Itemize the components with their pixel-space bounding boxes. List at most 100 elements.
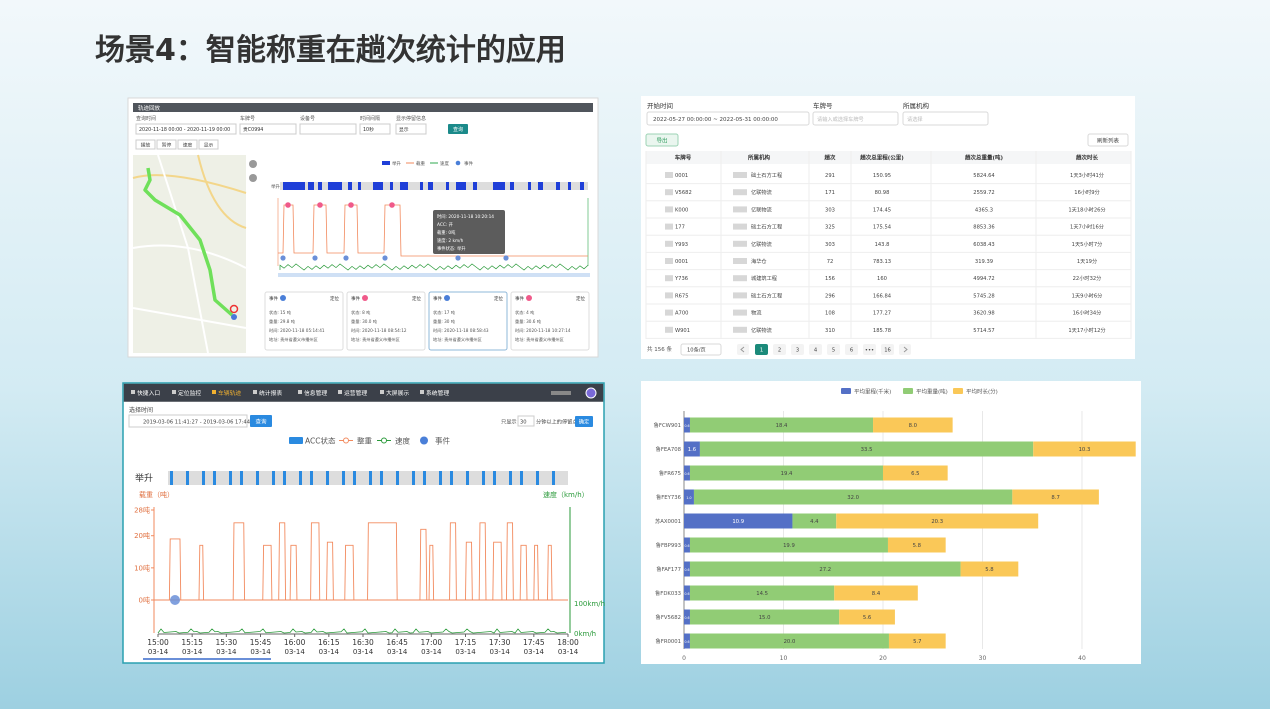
load-pulse	[478, 522, 487, 601]
data-label: 14.5	[756, 591, 768, 597]
acc-bar	[240, 471, 243, 485]
toolbar-button[interactable]	[135, 139, 156, 150]
nav-item[interactable]: 大屏展示	[386, 389, 409, 397]
map-marker-end	[229, 304, 239, 314]
page-button[interactable]	[755, 344, 768, 355]
table-cell: 310	[825, 328, 835, 334]
lift-bar	[456, 182, 466, 190]
scroll-bar	[143, 658, 271, 660]
y-tick-label: 10吨	[134, 563, 150, 572]
input-box	[128, 414, 248, 428]
tooltip-line: 载重: 0吨	[437, 229, 456, 236]
lift-bar	[328, 182, 342, 190]
data-label: 20.0	[784, 639, 796, 645]
load-pulse	[367, 522, 398, 601]
query-button[interactable]	[448, 124, 468, 134]
page-next[interactable]	[899, 344, 911, 355]
masked-text	[733, 172, 747, 178]
x-tick-date: 03-14	[421, 648, 442, 656]
lift-bar	[528, 182, 531, 190]
x-tick-label: 17:15	[455, 638, 477, 647]
card-line: 重量: 30 吨	[433, 318, 456, 325]
masked-text	[733, 275, 747, 282]
page-button[interactable]	[791, 344, 804, 355]
bar-segment	[684, 513, 793, 529]
nav-bar	[123, 383, 604, 402]
nav-item[interactable]: 系统管理	[426, 389, 449, 397]
table-cell: 80.98	[875, 190, 890, 196]
button-label: 确定	[579, 418, 589, 426]
x-tick-date: 03-14	[558, 648, 579, 656]
table-cell: 4365.3	[975, 207, 993, 213]
masked-text	[665, 292, 673, 299]
nav-item[interactable]: 统计报表	[259, 389, 282, 397]
masked-text	[665, 206, 673, 213]
query-button[interactable]	[250, 415, 272, 427]
card-line: 状态: 4 吨	[515, 309, 535, 316]
toolbar-button[interactable]	[198, 139, 219, 150]
filter-label: 时间间隔	[360, 115, 380, 122]
masked-text	[665, 309, 673, 316]
bar-segment	[684, 441, 700, 457]
lift-bar	[510, 182, 514, 190]
page-button[interactable]	[827, 344, 840, 355]
toolbar-button[interactable]	[177, 139, 198, 150]
y-tick-label: 鲁FV5682	[656, 613, 681, 621]
event-card	[428, 291, 508, 351]
input-box	[135, 123, 237, 135]
y-tick-label: 28吨	[134, 506, 150, 515]
card-title: 事件	[269, 295, 278, 302]
bar-segment	[834, 585, 918, 601]
nav-item[interactable]: 定位监控	[178, 389, 201, 397]
page-button[interactable]	[863, 344, 876, 355]
export-button[interactable]	[645, 133, 679, 147]
bar-segment	[960, 561, 1019, 577]
page-prev[interactable]	[737, 344, 749, 355]
load-pulse	[465, 541, 473, 601]
nav-item[interactable]: 信息管理	[304, 389, 327, 397]
table-cell: 291	[825, 173, 835, 179]
data-label: 5.8	[985, 567, 994, 573]
page-label: 3	[796, 348, 799, 354]
legend-swatch	[420, 436, 428, 445]
masked-text	[733, 240, 747, 247]
confirm-button[interactable]	[575, 416, 593, 427]
legend-swatch	[455, 160, 461, 166]
acc-bar	[396, 471, 399, 485]
page-button[interactable]	[809, 344, 822, 355]
card-line: 地址: 贵州省遵义市播州区	[433, 336, 482, 343]
page-label: 2	[778, 348, 781, 354]
x-tick-date: 03-14	[524, 648, 545, 656]
nav-item[interactable]: 快捷入口	[137, 389, 160, 397]
data-label: 32.0	[847, 495, 859, 501]
y-tick-label: 鲁FR0001	[655, 637, 681, 645]
refresh-button[interactable]	[1087, 133, 1129, 147]
card-title: 事件	[433, 295, 442, 302]
lift-bar	[308, 182, 314, 190]
table-cell: 亿联物流	[751, 205, 772, 213]
card-line: 地址: 贵州省遵义市播州区	[269, 336, 318, 343]
map-control	[249, 174, 257, 182]
bar-segment	[684, 561, 690, 577]
toolbar-label: 速度	[183, 142, 193, 149]
lift-bar	[400, 182, 408, 190]
legend-swatch	[289, 437, 303, 444]
masked-text	[665, 275, 673, 282]
load-pulse	[198, 544, 205, 601]
filter-label: 车牌号	[240, 115, 255, 122]
page-button[interactable]	[845, 344, 858, 355]
data-label: 19.9	[783, 543, 795, 549]
bar-segment	[684, 633, 690, 649]
nav-user	[551, 391, 571, 395]
acc-bar	[186, 471, 189, 485]
page-button[interactable]	[881, 344, 894, 355]
load-line	[278, 204, 588, 257]
nav-item[interactable]: 车辆轨迹	[218, 389, 241, 397]
chevron	[740, 346, 745, 353]
nav-item[interactable]: 运营管理	[344, 389, 367, 397]
toolbar-button[interactable]	[156, 139, 177, 150]
page-size-label: 10条/页	[687, 346, 706, 354]
page-button[interactable]	[773, 344, 786, 355]
